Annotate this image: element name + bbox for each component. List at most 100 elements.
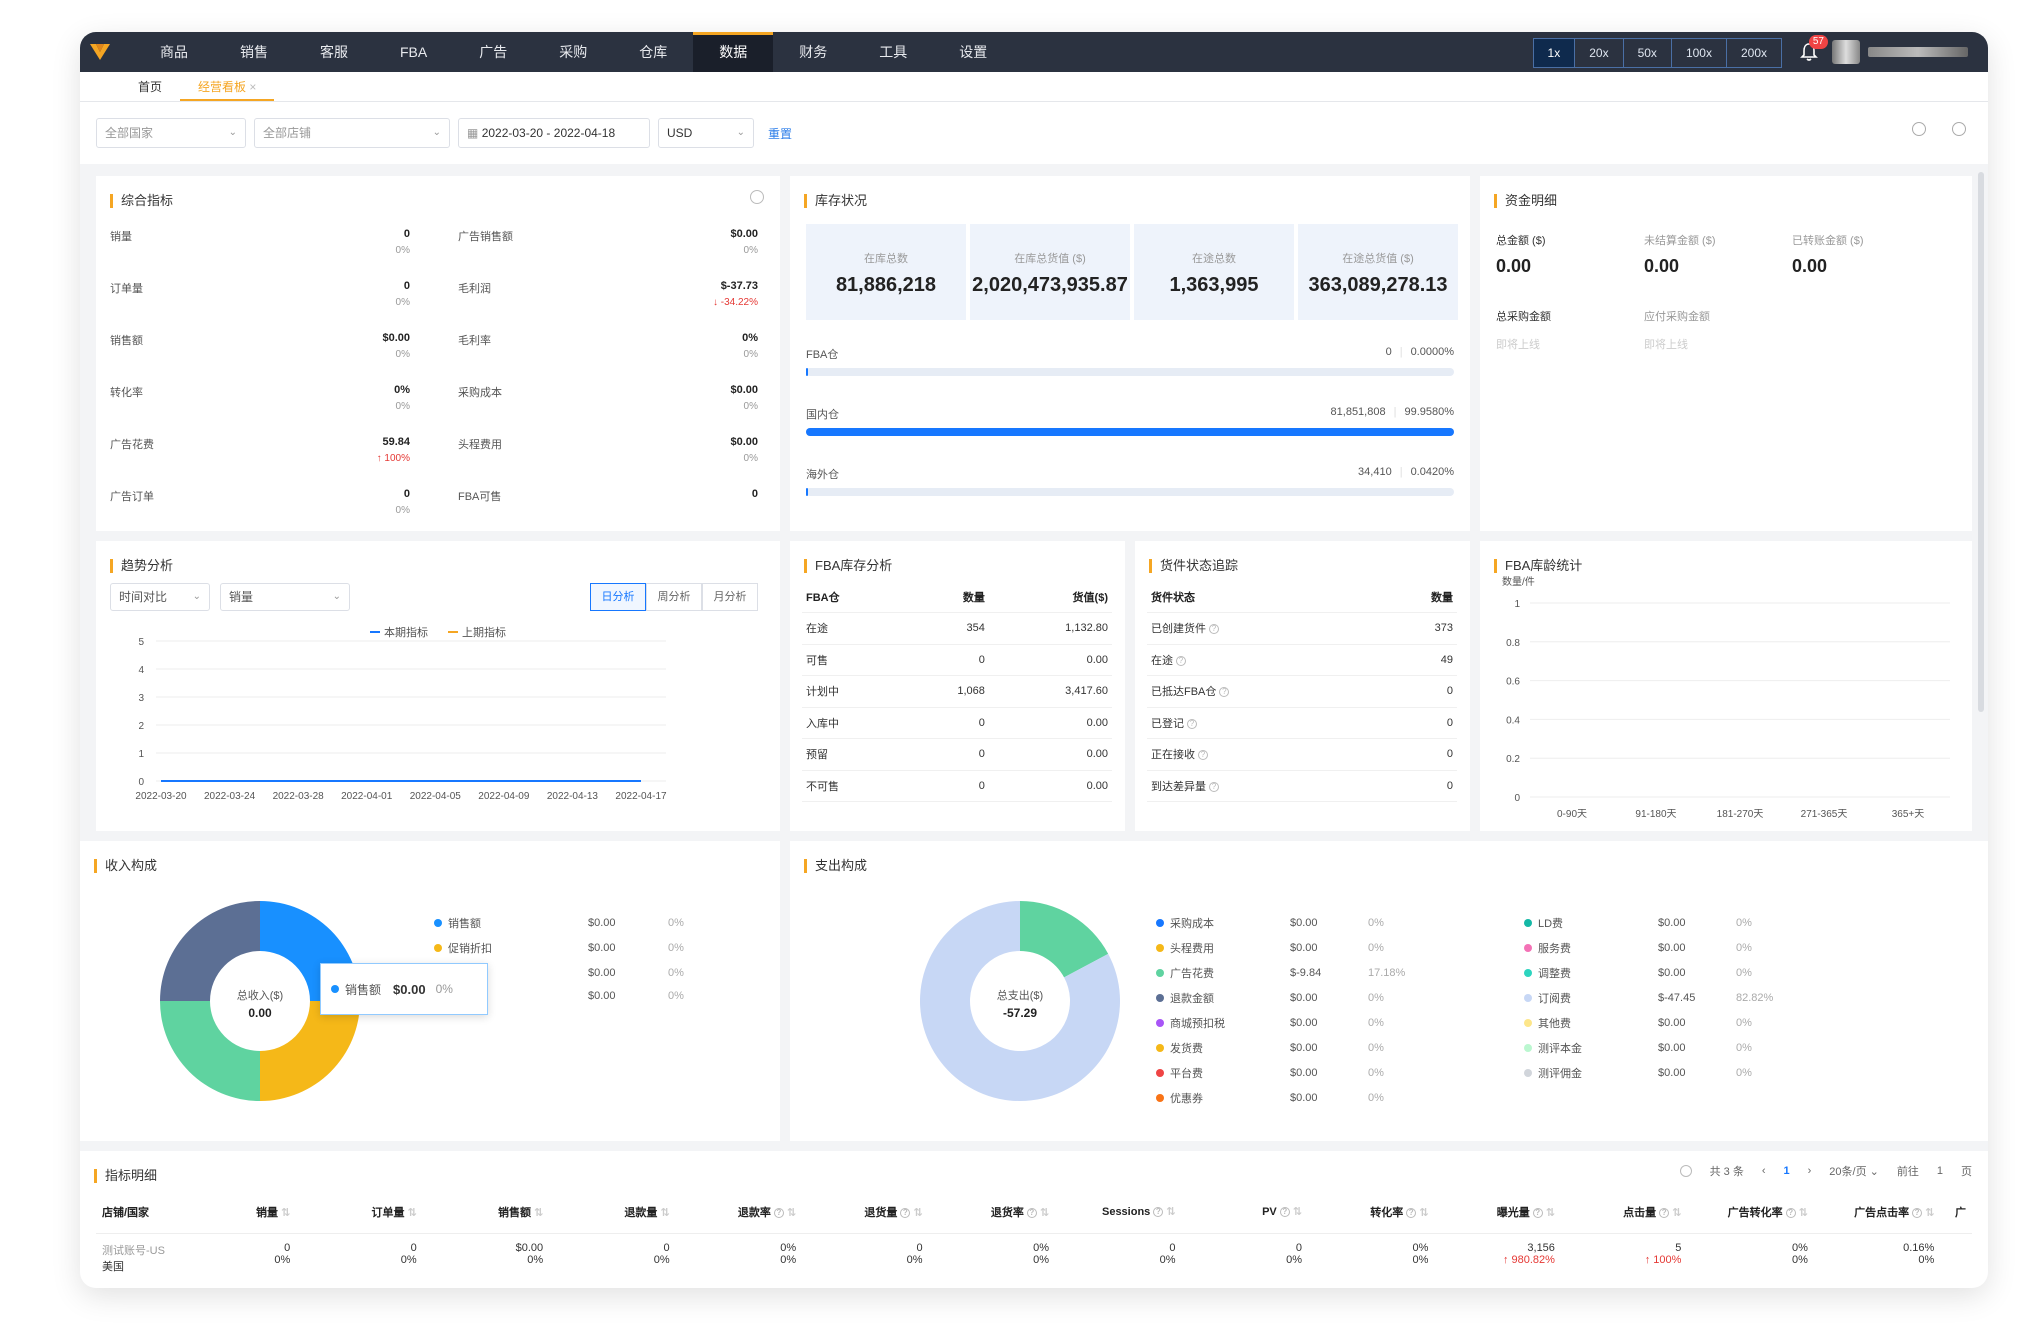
inventory-card: 库存状况 在库总数 81,886,218 在库总货值 ($) 2,020,473,93… [790, 176, 1470, 531]
table-header[interactable]: 退款量 ⇅ [549, 1191, 676, 1234]
table-header[interactable]: 曝光量? ⇅ [1434, 1191, 1561, 1234]
help-icon[interactable]: ? [1912, 1207, 1923, 1218]
table-header[interactable]: 退款率? ⇅ [675, 1191, 803, 1234]
help-icon[interactable]: ? [1026, 1207, 1037, 1218]
pie-slice[interactable] [160, 1001, 260, 1101]
legend-pct: 0% [1736, 967, 1752, 979]
table-header[interactable]: 订单量 ⇅ [296, 1191, 423, 1234]
help-icon[interactable]: ? [1198, 750, 1208, 761]
help-icon[interactable]: ? [1176, 655, 1186, 666]
table-header[interactable]: Sessions? ⇅ [1055, 1191, 1182, 1234]
zoom-option[interactable]: 1x [1533, 39, 1575, 67]
country-select[interactable]: 全部国家 ⌄ [96, 118, 246, 148]
metric-select[interactable]: 销量 ⌄ [220, 583, 350, 611]
sort-icon[interactable]: ⇅ [1545, 1206, 1555, 1219]
sort-icon[interactable]: ⇅ [281, 1206, 291, 1219]
tab-monthly[interactable]: 月分析 [702, 583, 758, 611]
nav-item[interactable]: 工具 [879, 44, 908, 60]
nav-item[interactable]: 仓库 [639, 44, 668, 60]
zoom-option[interactable]: 50x [1622, 39, 1671, 67]
table-cell-text: 在途 [806, 623, 828, 636]
x-tick-label: 2022-04-17 [615, 791, 667, 802]
nav-item[interactable]: 销售 [240, 44, 268, 60]
prev-page-icon[interactable]: ‹ [1761, 1165, 1766, 1177]
pie-slice[interactable] [1020, 901, 1109, 978]
tab-weekly[interactable]: 周分析 [646, 583, 702, 611]
table-cell [1940, 1233, 1972, 1274]
nav-item[interactable]: 商品 [160, 44, 188, 60]
table-header[interactable]: 退货量? ⇅ [802, 1191, 929, 1234]
sort-icon[interactable]: ⇅ [1166, 1206, 1176, 1219]
tab-close-icon[interactable]: × [249, 80, 257, 94]
nav-item[interactable]: 财务 [799, 44, 828, 60]
filter-bar: 全部国家 ⌄ 全部店铺 ⌄ ▦ 2022-03-20 - 2022-04-18 US… [80, 102, 1988, 164]
table-header[interactable]: PV? ⇅ [1181, 1191, 1308, 1234]
table-header[interactable]: 销量 ⇅ [233, 1191, 297, 1234]
help-icon[interactable]: ? [900, 1207, 911, 1218]
help-icon[interactable]: ? [1209, 624, 1219, 635]
help-icon[interactable]: ? [1406, 1207, 1417, 1218]
table-header[interactable]: 广 [1940, 1191, 1972, 1234]
sort-icon[interactable]: ⇅ [660, 1206, 670, 1219]
shop-select[interactable]: 全部店铺 ⌄ [254, 118, 450, 148]
user-name-blurred[interactable] [1868, 47, 1968, 57]
sort-icon[interactable]: ⇅ [913, 1206, 923, 1219]
scrollbar[interactable] [1978, 172, 1984, 712]
table-header[interactable]: 店铺/国家 [96, 1191, 233, 1234]
logo-icon[interactable] [80, 32, 120, 72]
help-icon[interactable]: ? [1532, 1207, 1543, 1218]
pie-slice[interactable] [160, 901, 260, 1001]
goto-input[interactable]: 1 [1936, 1165, 1943, 1177]
tab-home[interactable]: 首页 [138, 80, 163, 94]
sort-icon[interactable]: ⇅ [407, 1206, 417, 1219]
pie-slice[interactable] [260, 1001, 360, 1101]
metric-change: 0% [395, 245, 410, 256]
pie-slice[interactable] [920, 901, 1120, 1101]
sort-icon[interactable]: ⇅ [1672, 1206, 1682, 1219]
zoom-option[interactable]: 200x [1725, 39, 1781, 67]
tab-daily[interactable]: 日分析 [590, 583, 646, 611]
zoom-option[interactable]: 100x [1670, 39, 1726, 67]
help-icon[interactable]: ? [1153, 1207, 1164, 1218]
tab-dashboard[interactable]: 经营看板 × [180, 73, 275, 101]
help-icon[interactable]: ? [1659, 1207, 1670, 1218]
next-page-icon[interactable]: › [1807, 1165, 1812, 1177]
zoom-option[interactable]: 20x [1574, 39, 1622, 67]
sort-icon[interactable]: ⇅ [533, 1206, 544, 1219]
sort-icon[interactable]: ⇅ [1925, 1206, 1935, 1219]
sort-icon[interactable]: ⇅ [1419, 1206, 1429, 1219]
nav-item[interactable]: 数据 [693, 32, 774, 72]
help-icon[interactable]: ? [773, 1207, 784, 1218]
sort-icon[interactable]: ⇅ [1039, 1206, 1050, 1219]
help-icon[interactable]: ? [1209, 781, 1219, 792]
table-header[interactable]: 退货率? ⇅ [928, 1191, 1056, 1234]
page-size-select[interactable]: 20条/页 ⌄ [1829, 1166, 1879, 1178]
sort-icon[interactable]: ⇅ [1292, 1206, 1302, 1219]
table-header[interactable]: 点击量? ⇅ [1560, 1191, 1688, 1234]
help-icon[interactable]: ? [1187, 718, 1197, 729]
nav-item[interactable]: 采购 [559, 44, 588, 60]
nav-item[interactable]: 设置 [959, 44, 988, 60]
table-header[interactable]: 转化率? ⇅ [1307, 1191, 1435, 1234]
sort-icon[interactable]: ⇅ [786, 1206, 797, 1219]
help-icon[interactable] [1952, 122, 1966, 136]
help-icon[interactable]: ? [1785, 1207, 1796, 1218]
help-icon[interactable]: ? [1219, 687, 1230, 698]
reset-link[interactable]: 重置 [768, 126, 793, 141]
current-page[interactable]: 1 [1783, 1165, 1790, 1177]
refresh-icon[interactable] [1912, 122, 1926, 136]
sort-icon[interactable]: ⇅ [1798, 1206, 1808, 1219]
table-header[interactable]: 广告转化率? ⇅ [1687, 1191, 1814, 1234]
help-icon[interactable]: ? [1279, 1207, 1290, 1218]
currency-select[interactable]: USD ⌄ [658, 118, 754, 148]
settings-icon[interactable] [750, 190, 764, 204]
table-header[interactable]: 广告点击率? ⇅ [1813, 1191, 1941, 1234]
table-header[interactable]: 销售额 ⇅ [422, 1191, 550, 1234]
avatar[interactable] [1832, 40, 1860, 64]
nav-item[interactable]: 客服 [320, 44, 348, 60]
nav-item[interactable]: 广告 [479, 44, 508, 60]
compare-select[interactable]: 时间对比 ⌄ [110, 583, 210, 611]
nav-item[interactable]: FBA [400, 44, 428, 60]
settings-icon[interactable] [1679, 1165, 1692, 1177]
date-range-picker[interactable]: ▦ 2022-03-20 - 2022-04-18 [458, 118, 650, 148]
